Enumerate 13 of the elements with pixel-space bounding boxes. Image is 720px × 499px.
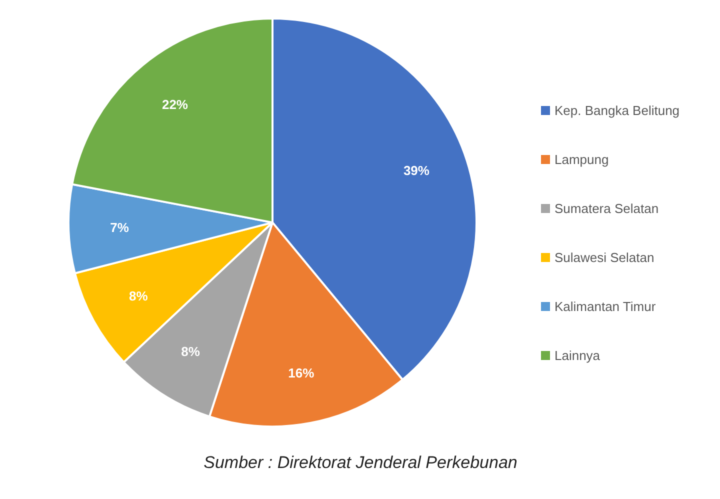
legend-label: Sumatera Selatan [554,201,659,216]
data-label: 8% [129,288,148,304]
legend-label: Lainnya [554,348,601,363]
data-label: 16% [288,365,315,380]
legend-label: Sulawesi Selatan [554,250,654,265]
data-label: 39% [403,163,430,178]
data-label: 8% [181,344,200,360]
legend-label: Lampung [554,152,609,167]
legend-label: Kalimantan Timur [554,299,656,314]
legend-label: Kep. Bangka Belitung [554,103,680,118]
text: Sumber : Direktorat Jenderal Perkebunan [204,453,518,472]
data-label: 7% [110,220,130,235]
data-label: 22% [162,97,188,112]
